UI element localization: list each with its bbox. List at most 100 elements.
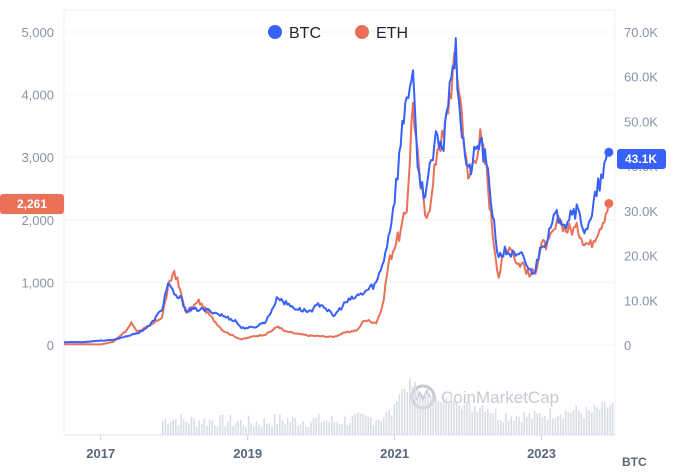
volume-bar [606, 407, 609, 435]
left-axis-ticks: 0 1,000 2,000 3,000 4,000 5,000 [21, 25, 54, 353]
volume-bar [388, 410, 390, 435]
volume-bar [323, 421, 325, 435]
eth-current-price: 2,261 [17, 197, 47, 211]
volume-bar [310, 421, 312, 435]
series-lines [63, 37, 610, 346]
volume-bar [336, 421, 338, 435]
left-axis-tick: 3,000 [21, 150, 54, 165]
volume-bar [289, 421, 291, 435]
volume-bar [515, 415, 518, 435]
volume-bar [437, 400, 440, 435]
legend-label-eth: ETH [376, 25, 408, 42]
volume-bar [552, 418, 554, 435]
volume-bar [201, 424, 203, 435]
volume-bar [554, 417, 557, 435]
volume-bar [541, 417, 544, 435]
volume-bar [445, 397, 447, 435]
volume-bar [266, 423, 268, 435]
volume-bar [354, 414, 356, 435]
volume-bar [416, 389, 419, 435]
volume-bar [221, 414, 224, 435]
volume-bar [292, 416, 294, 435]
volume-bar [385, 412, 388, 435]
volume-bar [531, 419, 533, 435]
volume-bar [533, 410, 536, 435]
volume-bar [175, 419, 177, 435]
axis-unit-label: BTC [622, 455, 647, 469]
volume-bar [575, 405, 577, 435]
volume-bar [325, 420, 328, 435]
right-axis-tick: 70.0K [624, 25, 658, 40]
volume-bar [453, 401, 455, 435]
legend: BTC ETH [268, 25, 408, 42]
volume-bar [474, 406, 476, 435]
volume-bar [598, 409, 601, 435]
volume-bar [370, 417, 372, 435]
volume-bar [557, 416, 559, 435]
volume-bar [167, 423, 169, 435]
volume-bar [583, 417, 585, 435]
volume-bar [593, 405, 596, 435]
volume-bar [276, 423, 278, 435]
btc-endpoint-marker [604, 147, 614, 157]
volume-bar [214, 425, 216, 435]
btc-legend-dot-icon [268, 25, 282, 39]
volume-bar [377, 419, 380, 435]
volume-bar [500, 420, 502, 435]
volume-bar [591, 412, 593, 435]
volume-bar [307, 427, 310, 435]
volume-bar [206, 425, 208, 435]
volume-bar [258, 424, 260, 435]
volume-bar [344, 416, 346, 435]
volume-bar [528, 413, 531, 435]
volume-bar [255, 421, 258, 435]
volume-bar [406, 391, 408, 435]
volume-bar [383, 417, 385, 435]
volume-bar [424, 391, 427, 435]
volume-bar [580, 413, 583, 435]
volume-bar [476, 411, 479, 435]
legend-item-btc[interactable]: BTC [268, 25, 321, 42]
x-axis-tick-label: 2023 [527, 446, 556, 461]
volume-bar [177, 425, 180, 435]
volume-bar [481, 405, 484, 435]
left-axis-tick: 5,000 [21, 25, 54, 40]
volume-bar [609, 405, 611, 435]
volume-bar [463, 403, 466, 435]
volume-bar [185, 421, 187, 435]
volume-bar [455, 402, 458, 435]
volume-bar [507, 420, 510, 435]
volume-bar [440, 401, 442, 435]
watermark-text: CoinMarketCap [441, 388, 559, 407]
volume-bar [297, 425, 299, 435]
volume-bar [216, 427, 219, 435]
volume-bar [219, 414, 221, 435]
volume-bar [224, 426, 226, 435]
volume-bar [562, 418, 564, 435]
btc-price-line [63, 37, 610, 344]
volume-bar [419, 394, 421, 435]
legend-item-eth[interactable]: ETH [355, 25, 408, 42]
volume-bar [375, 420, 377, 435]
btc-current-price-badge: 43.1K [617, 149, 666, 169]
volume-bar [294, 418, 297, 435]
volume-bar [380, 420, 382, 435]
volume-bar [333, 421, 336, 435]
x-axis-tick-label: 2019 [233, 446, 262, 461]
volume-bar [502, 422, 505, 435]
left-axis-tick: 0 [47, 338, 54, 353]
x-axis-tick-label: 2021 [380, 446, 409, 461]
gridlines [64, 31, 615, 346]
volume-bar [172, 419, 174, 435]
volume-bar [286, 418, 289, 435]
volume-bar [208, 419, 211, 435]
volume-bar [526, 416, 528, 435]
volume-bar [461, 408, 463, 435]
volume-bar [520, 422, 523, 435]
left-axis-tick: 2,000 [21, 213, 54, 228]
volume-bar [396, 401, 398, 435]
volume-bar [546, 419, 549, 435]
volume-bar [510, 416, 512, 435]
